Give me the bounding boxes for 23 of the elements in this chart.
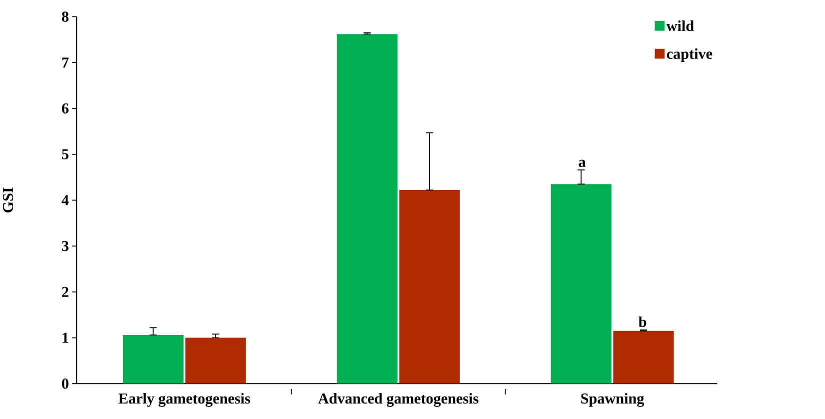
y-tick-label: 7: [62, 57, 69, 68]
bar: [185, 338, 246, 384]
bar: [122, 334, 184, 384]
y-tick-label: 0: [62, 378, 68, 389]
y-tick-label: 1: [62, 332, 68, 343]
bar: [336, 34, 398, 384]
legend-label: wild: [666, 20, 694, 31]
bar: [399, 190, 460, 384]
y-tick-label: 8: [62, 11, 68, 22]
bar: [550, 184, 612, 384]
annotation: b: [638, 316, 646, 327]
bar: [613, 330, 674, 384]
y-tick-label: 2: [62, 286, 68, 297]
x-tick-label: Advanced gametogenesis: [318, 392, 478, 407]
y-tick-label: 5: [62, 149, 68, 160]
y-tick-label: 3: [62, 240, 68, 251]
y-tick-label: 6: [62, 103, 69, 114]
legend-label: captive: [666, 48, 712, 62]
x-tick-label: Spawning: [581, 392, 644, 407]
y-axis-title: GSI: [2, 187, 14, 212]
annotation: a: [578, 160, 586, 167]
x-tick-label: Early gametogenesis: [118, 392, 250, 407]
y-tick-label: 4: [62, 195, 69, 205]
